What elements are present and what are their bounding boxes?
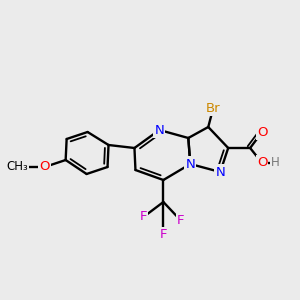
Text: N: N xyxy=(154,124,164,136)
Text: F: F xyxy=(160,229,167,242)
Text: H: H xyxy=(271,157,279,169)
Text: Br: Br xyxy=(206,101,220,115)
Text: O: O xyxy=(40,160,50,173)
Text: CH₃: CH₃ xyxy=(6,160,28,173)
Text: F: F xyxy=(140,211,147,224)
Text: O: O xyxy=(257,157,267,169)
Text: O: O xyxy=(257,125,267,139)
Text: N: N xyxy=(215,166,225,178)
Text: N: N xyxy=(185,158,195,170)
Text: F: F xyxy=(177,214,184,226)
